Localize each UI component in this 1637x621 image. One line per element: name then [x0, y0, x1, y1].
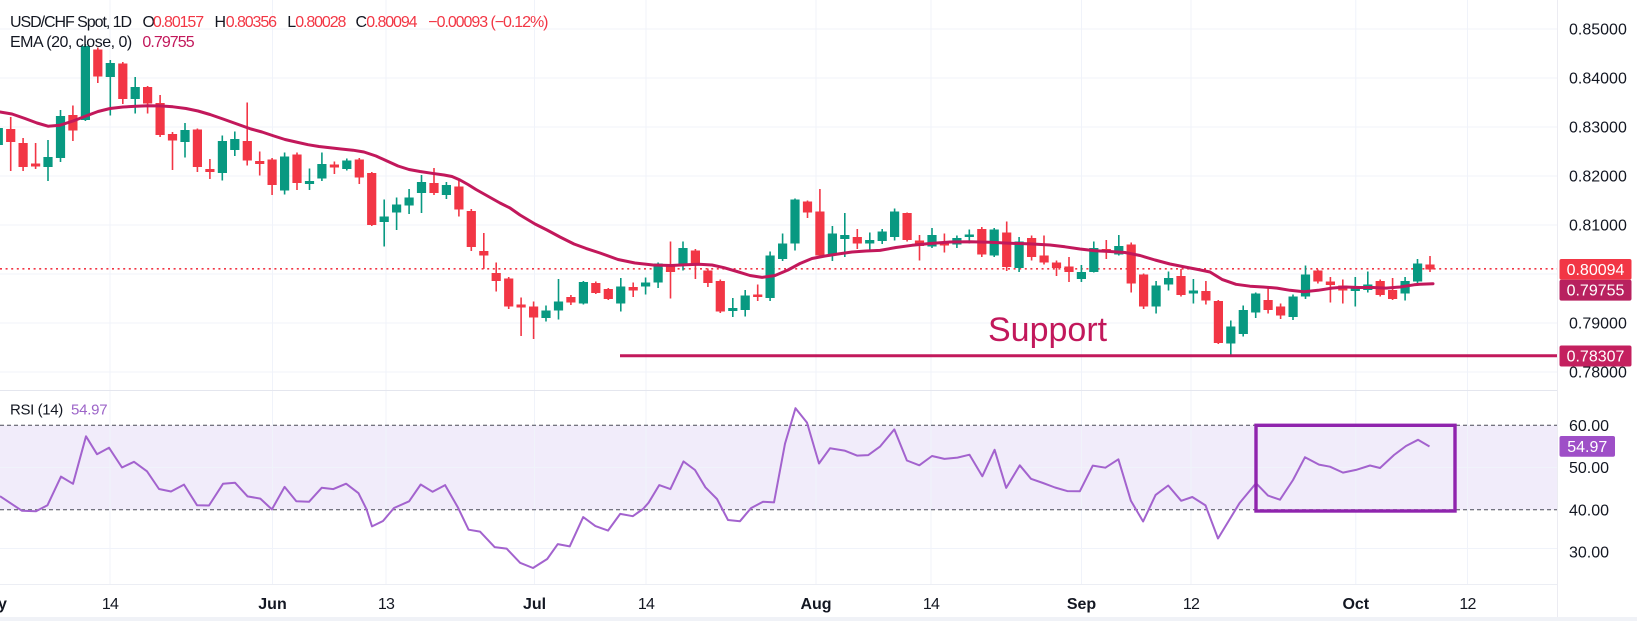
svg-text:12: 12: [1183, 596, 1200, 613]
svg-text:RSI (14): RSI (14): [10, 401, 63, 418]
svg-text:Jun: Jun: [258, 596, 286, 613]
svg-text:0.80028: 0.80028: [295, 14, 346, 31]
svg-text:0.80094: 0.80094: [1567, 262, 1625, 279]
svg-text:0.81000: 0.81000: [1569, 218, 1627, 235]
svg-text:54.97: 54.97: [71, 401, 107, 418]
svg-text:0.84000: 0.84000: [1569, 71, 1627, 88]
svg-text:0.78307: 0.78307: [1567, 349, 1625, 366]
svg-text:0.80157: 0.80157: [153, 14, 204, 31]
svg-text:14: 14: [923, 596, 940, 613]
svg-text:O: O: [143, 14, 155, 31]
svg-text:L: L: [287, 14, 296, 31]
svg-text:Jul: Jul: [523, 596, 546, 613]
svg-text:USD/CHF Spot, 1D: USD/CHF Spot, 1D: [10, 14, 132, 31]
svg-text:0.85000: 0.85000: [1569, 22, 1627, 39]
svg-text:0.79755: 0.79755: [142, 34, 194, 51]
svg-text:EMA (20, close, 0): EMA (20, close, 0): [10, 34, 132, 51]
svg-text:0.80356: 0.80356: [226, 14, 277, 31]
svg-text:13: 13: [378, 596, 395, 613]
svg-text:14: 14: [638, 596, 655, 613]
svg-text:40.00: 40.00: [1569, 502, 1609, 519]
svg-text:−0.00093 (−0.12%): −0.00093 (−0.12%): [428, 14, 548, 31]
svg-text:0.78000: 0.78000: [1569, 365, 1627, 382]
svg-text:50.00: 50.00: [1569, 460, 1609, 477]
svg-text:H: H: [215, 14, 227, 31]
svg-text:Oct: Oct: [1342, 596, 1369, 613]
svg-text:y: y: [0, 596, 7, 613]
svg-text:0.83000: 0.83000: [1569, 120, 1627, 137]
svg-text:C: C: [356, 14, 368, 31]
svg-text:0.82000: 0.82000: [1569, 169, 1627, 186]
svg-text:14: 14: [102, 596, 119, 613]
svg-text:60.00: 60.00: [1569, 418, 1609, 435]
svg-text:Aug: Aug: [800, 596, 831, 613]
svg-text:Sep: Sep: [1067, 596, 1097, 613]
svg-text:0.80094: 0.80094: [366, 14, 417, 31]
svg-text:12: 12: [1459, 596, 1476, 613]
svg-text:54.97: 54.97: [1567, 439, 1607, 456]
svg-text:0.79755: 0.79755: [1567, 283, 1625, 300]
svg-text:0.79000: 0.79000: [1569, 316, 1627, 333]
svg-text:Support: Support: [988, 311, 1108, 349]
svg-text:30.00: 30.00: [1569, 544, 1609, 561]
